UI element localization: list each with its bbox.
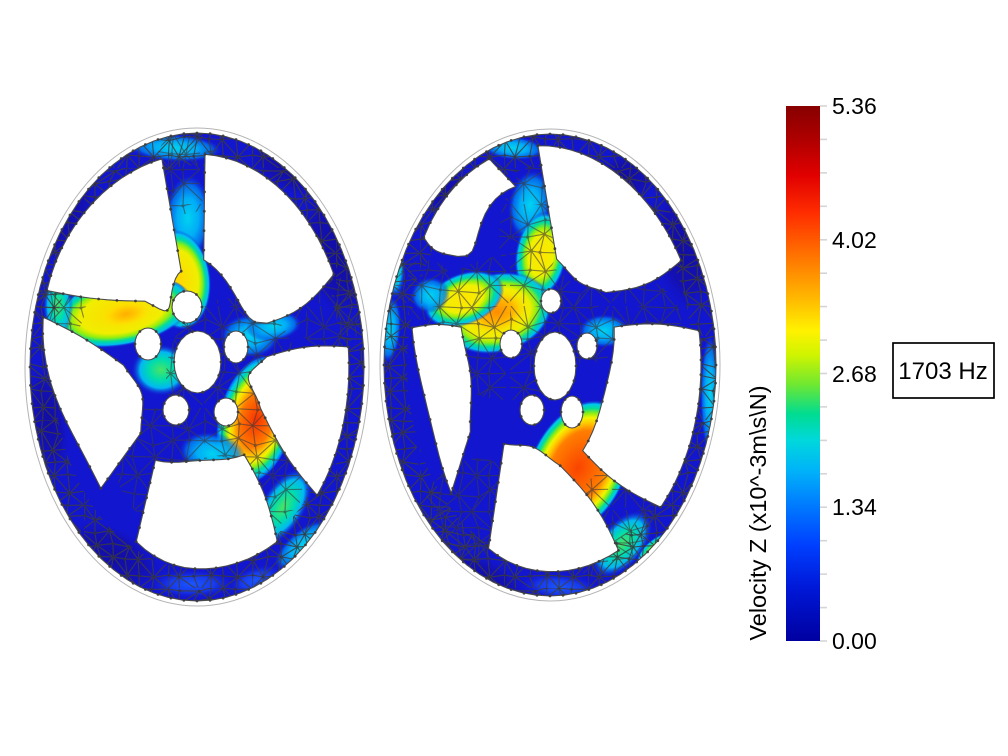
svg-text:2.68: 2.68	[832, 361, 877, 387]
svg-text:5.36: 5.36	[832, 93, 877, 119]
svg-text:Velocity Z (x10^-3m\s\N): Velocity Z (x10^-3m\s\N)	[745, 385, 771, 640]
svg-text:1703 Hz: 1703 Hz	[898, 358, 987, 385]
svg-text:4.02: 4.02	[832, 227, 877, 253]
svg-text:0.00: 0.00	[832, 628, 877, 654]
svg-text:1.34: 1.34	[832, 494, 877, 520]
